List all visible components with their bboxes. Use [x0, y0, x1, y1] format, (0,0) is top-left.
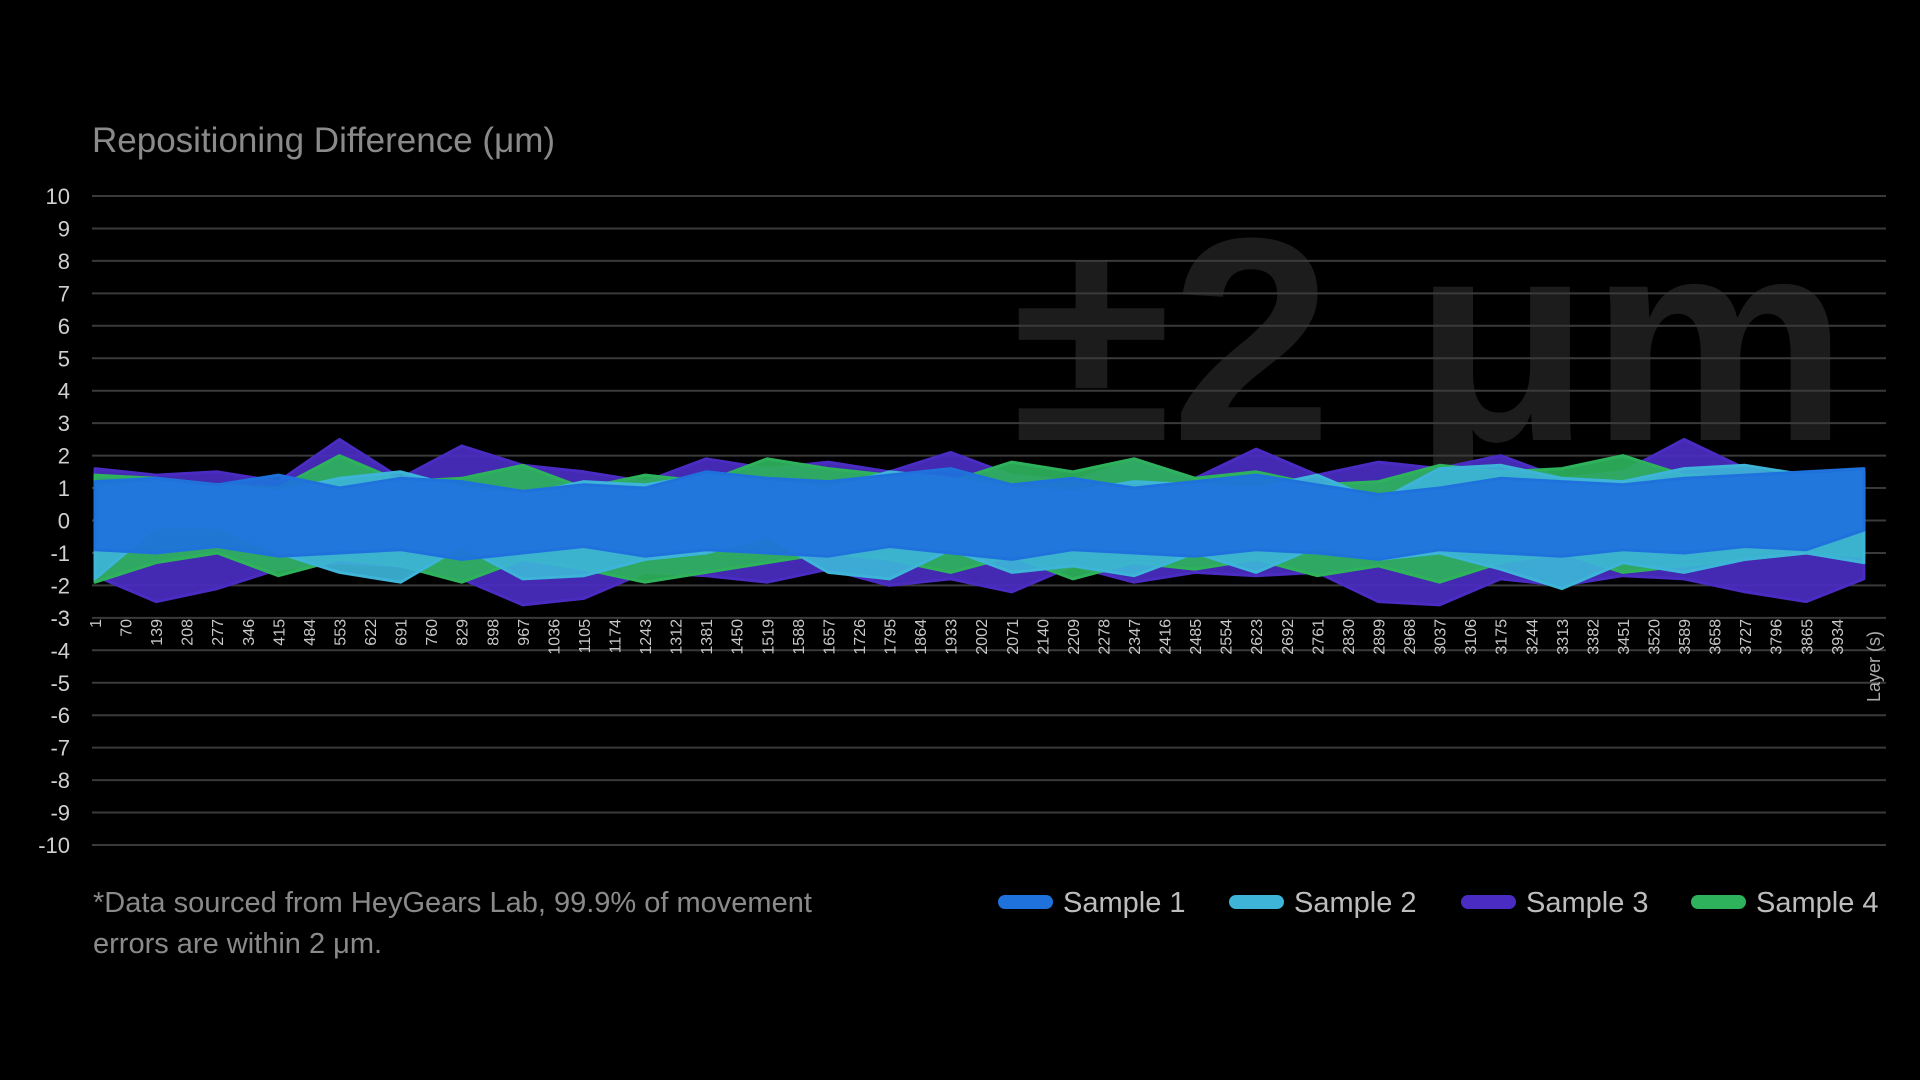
- x-tick-label: 1933: [944, 619, 961, 655]
- legend-label: Sample 4: [1756, 887, 1879, 919]
- y-tick-label: 8: [58, 249, 70, 274]
- x-tick-label: 622: [363, 619, 380, 646]
- x-tick-label: 2899: [1371, 619, 1388, 655]
- x-tick-label: 1519: [760, 619, 777, 655]
- x-tick-label: 484: [302, 619, 319, 646]
- y-tick-label: -4: [50, 638, 70, 663]
- x-tick-label: 2692: [1280, 619, 1297, 655]
- x-tick-label: 829: [455, 619, 472, 646]
- x-tick-label: 2347: [1127, 619, 1144, 655]
- x-tick-label: 70: [119, 619, 136, 637]
- y-tick-label: -2: [50, 573, 70, 598]
- x-tick-label: 3796: [1769, 619, 1786, 655]
- x-tick-label: 1795: [883, 619, 900, 655]
- x-tick-label: 3589: [1677, 619, 1694, 655]
- x-tick-label: 2623: [1249, 619, 1266, 655]
- x-tick-label: 3451: [1616, 619, 1633, 655]
- x-tick-label: 3175: [1494, 619, 1511, 655]
- x-tick-label: 691: [394, 619, 411, 646]
- legend-swatch: [1691, 895, 1746, 909]
- legend: Sample 1 Sample 2 Sample 3 Sample 4: [998, 887, 1879, 919]
- legend-swatch: [1461, 895, 1516, 909]
- chart-title: Repositioning Difference (μm): [92, 121, 555, 160]
- y-tick-label: -7: [50, 736, 70, 761]
- x-tick-label: 1864: [913, 619, 930, 655]
- x-tick-label: 3313: [1555, 619, 1572, 655]
- legend-label: Sample 3: [1526, 887, 1649, 919]
- y-tick-label: 1: [58, 476, 70, 501]
- x-tick-label: 1726: [852, 619, 869, 655]
- footnote: *Data sourced from HeyGears Lab, 99.9% o…: [93, 887, 812, 919]
- x-tick-label: 1: [88, 619, 105, 628]
- y-tick-label: -9: [50, 801, 70, 826]
- y-tick-label: 6: [58, 314, 70, 339]
- y-tick-label: 4: [58, 379, 70, 404]
- x-tick-label: 3244: [1524, 619, 1541, 655]
- x-tick-label: 2554: [1219, 619, 1236, 655]
- y-tick-label: -3: [50, 606, 70, 631]
- y-tick-label: 10: [46, 184, 70, 209]
- x-tick-label: 2485: [1188, 619, 1205, 655]
- y-tick-label: 3: [58, 411, 70, 436]
- x-tick-label: 3382: [1585, 619, 1602, 655]
- x-tick-label: 1450: [730, 619, 747, 655]
- x-tick-label: 3106: [1463, 619, 1480, 655]
- plot-area: [93, 437, 1866, 607]
- y-tick-label: -8: [50, 768, 70, 793]
- x-tick-label: 2002: [974, 619, 991, 655]
- x-axis: 1 70 139 208 277 346 415 484 553 622 691 760 829 898 9…: [88, 619, 1847, 655]
- x-tick-label: 3520: [1646, 619, 1663, 655]
- y-tick-label: 9: [58, 216, 70, 241]
- x-tick-label: 553: [332, 619, 349, 646]
- legend-label: Sample 1: [1063, 887, 1186, 919]
- y-tick-label: 5: [58, 346, 70, 371]
- x-tick-label: 139: [149, 619, 166, 646]
- x-tick-label: 277: [210, 619, 227, 646]
- x-tick-label: 2209: [1066, 619, 1083, 655]
- legend-label: Sample 2: [1294, 887, 1417, 919]
- range-area: [93, 467, 1866, 561]
- x-tick-label: 760: [424, 619, 441, 646]
- x-tick-label: 208: [180, 619, 197, 646]
- x-tick-label: 1381: [699, 619, 716, 655]
- x-tick-label: 2830: [1341, 619, 1358, 655]
- x-tick-label: 2071: [1005, 619, 1022, 655]
- y-tick-label: -6: [50, 703, 70, 728]
- y-tick-label: -1: [50, 541, 70, 566]
- x-tick-label: 3727: [1738, 619, 1755, 655]
- x-tick-label: 2278: [1096, 619, 1113, 655]
- x-tick-label: 2761: [1310, 619, 1327, 655]
- x-tick-label: 1588: [791, 619, 808, 655]
- legend-swatch: [998, 895, 1053, 909]
- legend-swatch: [1229, 895, 1284, 909]
- x-tick-label: 3658: [1708, 619, 1725, 655]
- x-tick-label: 1036: [546, 619, 563, 655]
- x-tick-label: 1312: [669, 619, 686, 655]
- x-axis-label: Layer (s): [1864, 631, 1884, 702]
- x-tick-label: 2968: [1402, 619, 1419, 655]
- x-tick-label: 898: [485, 619, 502, 646]
- x-tick-label: 415: [271, 619, 288, 646]
- y-tick-label: -5: [50, 671, 70, 696]
- watermark: ±2 μm: [1012, 178, 1848, 502]
- x-tick-label: 2416: [1158, 619, 1175, 655]
- y-tick-label: -10: [38, 833, 70, 858]
- y-tick-label: 2: [58, 444, 70, 469]
- x-tick-label: 1174: [607, 619, 624, 654]
- x-tick-label: 3865: [1799, 619, 1816, 655]
- x-tick-label: 1243: [638, 619, 655, 655]
- x-tick-label: 346: [241, 619, 258, 646]
- x-tick-label: 967: [516, 619, 533, 646]
- y-tick-label: 0: [58, 509, 70, 534]
- x-tick-label: 3934: [1830, 619, 1847, 655]
- y-tick-label: 7: [58, 281, 70, 306]
- x-tick-label: 3037: [1433, 619, 1450, 655]
- footnote: errors are within 2 μm.: [93, 928, 382, 960]
- x-tick-label: 1657: [821, 619, 838, 655]
- x-tick-label: 2140: [1035, 619, 1052, 655]
- x-tick-label: 1105: [577, 619, 594, 654]
